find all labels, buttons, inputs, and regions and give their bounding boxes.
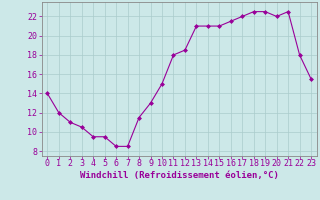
X-axis label: Windchill (Refroidissement éolien,°C): Windchill (Refroidissement éolien,°C) <box>80 171 279 180</box>
